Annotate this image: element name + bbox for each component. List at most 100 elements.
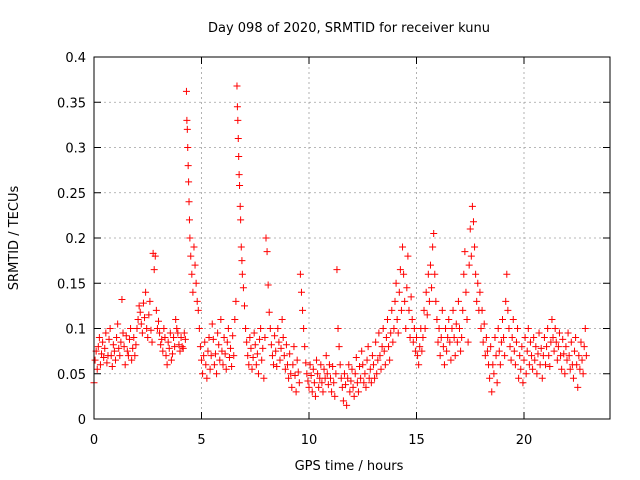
data-point (188, 270, 196, 278)
data-point (198, 356, 205, 364)
data-point (334, 325, 342, 332)
data-point (464, 338, 472, 346)
data-point (486, 374, 494, 382)
data-point (433, 315, 441, 323)
data-point (388, 306, 396, 314)
data-point (473, 297, 481, 305)
data-point (493, 379, 501, 387)
data-point (91, 356, 99, 364)
data-point (435, 325, 443, 332)
data-point (368, 352, 376, 360)
data-point (347, 377, 355, 385)
data-point (208, 320, 216, 328)
data-point (399, 243, 407, 251)
data-point (115, 344, 123, 352)
data-point (360, 379, 368, 387)
data-point (145, 311, 153, 319)
data-point (252, 361, 260, 369)
y-tick-label: 0 (78, 413, 86, 428)
data-point (110, 347, 118, 355)
data-point (147, 326, 155, 334)
data-point (396, 266, 404, 274)
data-point (432, 297, 440, 305)
data-point (138, 329, 146, 337)
data-point (502, 297, 510, 305)
data-point (416, 343, 424, 351)
data-point (442, 325, 450, 332)
data-point (540, 334, 548, 342)
data-point (241, 302, 248, 310)
data-point (401, 297, 409, 305)
data-point (203, 374, 211, 382)
data-point (386, 356, 394, 364)
data-point (289, 361, 297, 369)
data-point (348, 365, 356, 373)
data-point (166, 329, 174, 337)
data-point (501, 352, 509, 360)
data-point (537, 344, 545, 352)
data-point (123, 347, 131, 355)
data-point (579, 370, 587, 378)
data-point (211, 350, 219, 358)
data-point (183, 125, 191, 133)
data-point (560, 350, 568, 358)
data-point (437, 334, 445, 342)
data-point (131, 352, 139, 360)
data-point (390, 325, 398, 332)
data-point (262, 234, 270, 242)
data-point (133, 325, 141, 332)
data-point (268, 352, 276, 360)
data-point (184, 144, 192, 151)
data-point (580, 343, 588, 351)
data-point (175, 341, 183, 349)
data-point (495, 347, 503, 355)
data-point (385, 343, 393, 351)
data-point (118, 296, 126, 304)
data-point (530, 334, 538, 342)
data-point (279, 334, 287, 342)
data-point (483, 347, 491, 355)
data-point (346, 388, 354, 396)
data-point (250, 329, 258, 337)
data-point (204, 347, 212, 355)
data-point (170, 334, 178, 342)
data-point (159, 347, 167, 355)
data-point (265, 308, 273, 316)
data-point (404, 252, 412, 260)
data-point (578, 356, 586, 364)
data-point (479, 338, 487, 346)
data-point (492, 352, 500, 360)
data-point (291, 372, 299, 380)
data-point (310, 379, 318, 387)
data-point (564, 329, 572, 337)
data-point (205, 334, 213, 342)
data-point (222, 365, 230, 373)
data-point (122, 332, 130, 340)
data-point (499, 315, 506, 323)
data-point (548, 315, 556, 323)
data-point (329, 363, 337, 371)
data-point (273, 363, 281, 371)
data-point (258, 356, 266, 364)
data-point (209, 335, 217, 343)
data-point (167, 356, 175, 364)
data-point (481, 352, 489, 360)
data-point (411, 347, 419, 355)
data-point (532, 343, 540, 351)
data-point (557, 352, 565, 360)
y-tick-label: 0.15 (57, 277, 86, 292)
data-point (151, 252, 159, 260)
data-point (259, 344, 267, 352)
data-point (297, 288, 305, 296)
data-point (387, 329, 395, 337)
data-point (174, 329, 182, 337)
data-point (413, 334, 420, 342)
data-point (511, 361, 519, 369)
data-point (219, 361, 227, 369)
data-point (228, 363, 236, 371)
data-point (381, 361, 389, 369)
data-point (389, 338, 397, 346)
data-point (239, 284, 247, 292)
data-point (487, 343, 495, 351)
data-point (190, 243, 198, 251)
